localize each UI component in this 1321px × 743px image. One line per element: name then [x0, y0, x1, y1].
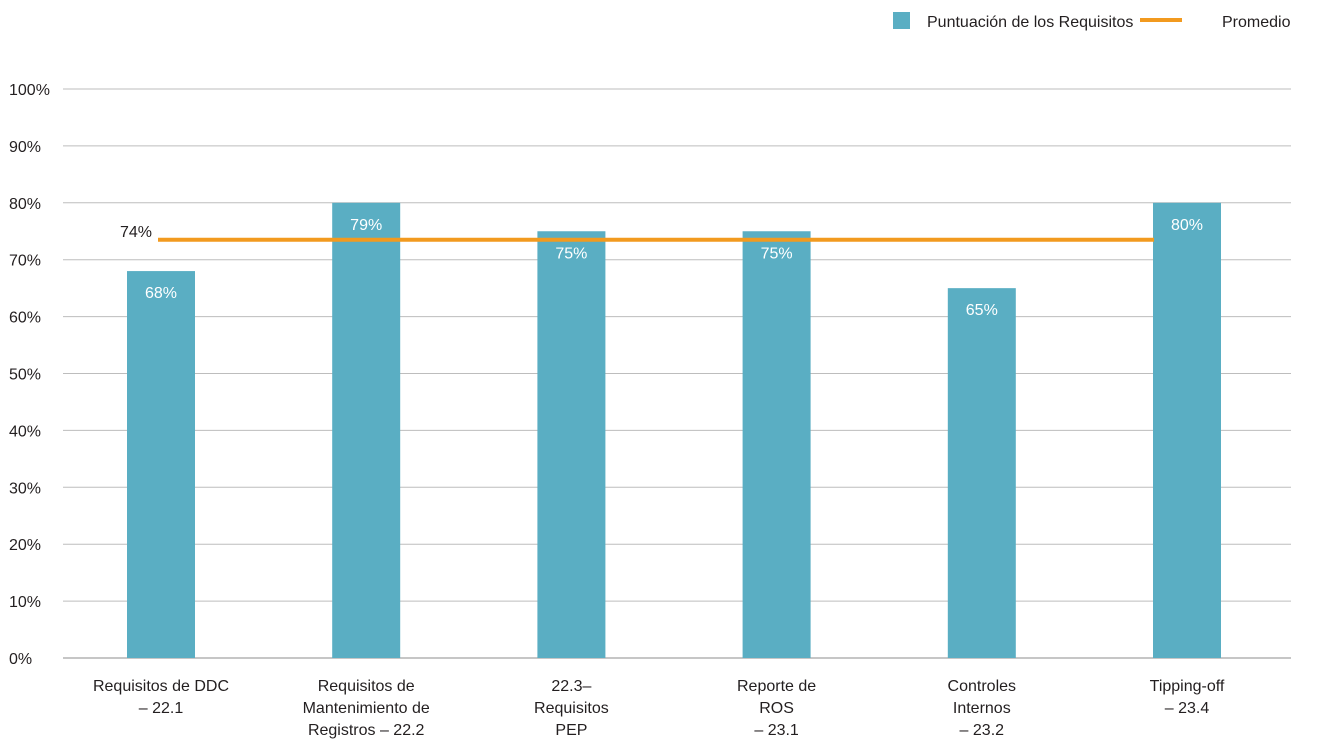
bars — [127, 202, 1221, 659]
bar-data-label: 75% — [555, 245, 587, 262]
legend-label-line: Promedio — [1222, 14, 1291, 31]
bar-6 — [1153, 202, 1221, 659]
y-tick-label: 60% — [9, 310, 41, 327]
legend-swatch-bar — [893, 12, 910, 29]
category-label-line: Requisitos de DDC — [93, 678, 229, 695]
y-tick-label: 20% — [9, 537, 41, 554]
average-line-group: 74% — [120, 224, 1154, 242]
bar-data-label: 79% — [350, 217, 382, 234]
category-label-line: Controles — [948, 678, 1016, 695]
category-label-line: Reporte de — [737, 678, 816, 695]
category-label-line: 22.3– — [551, 678, 591, 695]
bar-data-label: 65% — [966, 302, 998, 319]
legend-label-bar: Puntuación de los Requisitos — [927, 14, 1133, 31]
y-tick-label: 50% — [9, 367, 41, 384]
bar-5 — [947, 288, 1016, 658]
average-data-label: 74% — [120, 224, 152, 241]
category-label-3: 22.3– Requisitos PEP — [534, 678, 609, 739]
y-tick-label: 40% — [9, 423, 41, 440]
y-axis-tick-labels: 0% 10% 20% 30% 40% 50% 60% 70% 80% 90% 100% — [9, 82, 50, 668]
category-label-line: – 22.1 — [139, 700, 184, 717]
category-label-2: Requisitos de Mantenimiento de Registros –… — [303, 678, 430, 739]
category-label-line: Registros – 22.2 — [308, 722, 425, 739]
category-label-6: Tipping-off – 23.4 — [1150, 678, 1225, 717]
category-label-5: Controles Internos – 23.2 — [948, 678, 1016, 739]
category-label-1: Requisitos de DDC – 22.1 — [93, 678, 229, 717]
y-tick-label: 30% — [9, 480, 41, 497]
category-label-line: Mantenimiento de — [303, 700, 430, 717]
bar-data-label: 75% — [761, 245, 793, 262]
category-label-line: – 23.1 — [754, 722, 799, 739]
y-tick-label: 90% — [9, 139, 41, 156]
category-label-line: ROS — [759, 700, 794, 717]
category-label-line: Internos — [953, 700, 1011, 717]
y-tick-label: 100% — [9, 82, 50, 99]
bar-data-label: 80% — [1171, 217, 1203, 234]
y-tick-label: 10% — [9, 594, 41, 611]
bar-data-labels: 68% 79% 75% 75% 65% 80% — [145, 217, 1203, 319]
category-label-line: Tipping-off — [1150, 678, 1225, 695]
x-axis-category-labels: Requisitos de DDC – 22.1 Requisitos de Mant… — [93, 678, 1225, 739]
bar-3 — [537, 231, 606, 658]
bar-4 — [742, 231, 811, 658]
category-label-line: PEP — [555, 722, 587, 739]
category-label-line: Requisitos — [534, 700, 609, 717]
legend: Puntuación de los Requisitos Promedio — [893, 12, 1291, 31]
y-tick-label: 80% — [9, 196, 41, 213]
category-label-line: – 23.2 — [960, 722, 1005, 739]
grid-lines — [63, 88, 1291, 659]
bar-2 — [332, 202, 401, 659]
y-tick-label: 70% — [9, 253, 41, 270]
category-label-4: Reporte de ROS – 23.1 — [737, 678, 816, 739]
category-label-line: Requisitos de — [318, 678, 415, 695]
category-label-line: – 23.4 — [1165, 700, 1210, 717]
y-tick-label: 0% — [9, 651, 32, 668]
bar-1 — [127, 271, 195, 658]
bar-data-label: 68% — [145, 285, 177, 302]
